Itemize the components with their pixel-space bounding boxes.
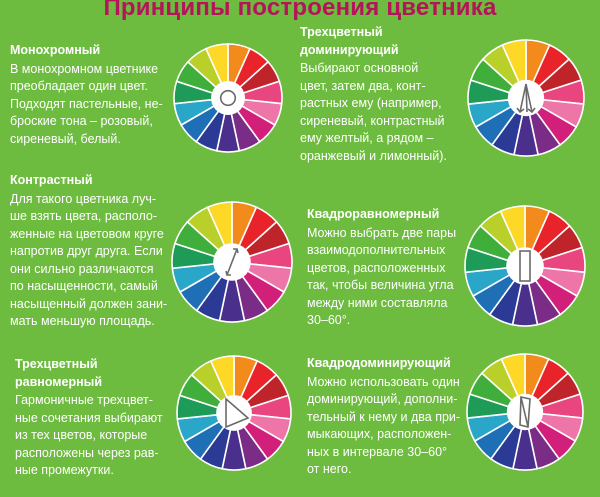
color-wheel-three-color-even — [176, 355, 292, 471]
section-monochrome: Монохромный В монохромном цветнике преоб… — [10, 42, 170, 148]
wheel-marker-rectangle — [519, 250, 531, 282]
section-heading: Монохромный — [10, 43, 101, 57]
color-wheel-contrast — [171, 201, 293, 323]
section-heading: Квадроравномерный — [307, 207, 440, 221]
section-text: Для такого цветника луч- ше взять цвета,… — [10, 191, 168, 329]
wheel-center — [216, 395, 252, 431]
wheel-marker-double-arrow — [225, 270, 231, 276]
section-heading: Квадродоминирующий — [307, 356, 451, 370]
section-text: В монохромном цветнике преобладает один … — [10, 61, 163, 146]
color-wheel-quad-even — [464, 205, 586, 327]
section-three-color-even: Трехцветный равномерный Гармоничные трех… — [15, 356, 175, 480]
wheel-marker-arrows-fan — [525, 83, 528, 113]
section-heading: Трехцветный равномерный — [15, 357, 103, 389]
section-contrast: Контрастный Для такого цветника луч- ше … — [10, 172, 175, 331]
page-title: Принципы построения цветника — [103, 0, 497, 21]
section-quad-dominant: Квадродоминирующий Можно использовать од… — [307, 355, 467, 479]
color-wheel-monochrome — [173, 43, 283, 153]
section-three-color-dominant: Трехцветный доминирующий Выбирают основн… — [300, 24, 460, 165]
wheel-marker-double-arrow — [233, 248, 239, 254]
wheel-marker-double-arrow — [226, 248, 238, 276]
section-heading: Трехцветный доминирующий — [300, 25, 399, 57]
wheel-marker-kite — [520, 396, 529, 428]
double-arrow-icon — [225, 248, 239, 276]
arrows-fan-icon — [516, 83, 536, 114]
section-text: Можно использовать один доминирующий, до… — [307, 374, 461, 477]
section-heading: Контрастный — [10, 173, 93, 187]
color-wheel-quad-dominant — [466, 353, 584, 471]
color-wheel-three-color-dominant — [467, 39, 585, 157]
section-text: Можно выбрать две пары взаимодополнитель… — [307, 225, 457, 328]
wheel-marker-arrows-fan — [516, 107, 525, 114]
wheel-marker-arrows-fan — [527, 107, 536, 114]
wheel-center — [211, 81, 245, 115]
section-text: Выбирают основной цвет, затем два, конт-… — [300, 61, 447, 163]
wheel-marker-triangle — [225, 397, 250, 429]
wheel-center — [507, 248, 543, 284]
section-text: Гармоничные трехцвет- ные сочетания выби… — [15, 393, 163, 477]
section-quad-even: Квадроравномерный Можно выбрать две пары… — [307, 206, 467, 330]
wheel-marker-circle — [219, 89, 237, 107]
